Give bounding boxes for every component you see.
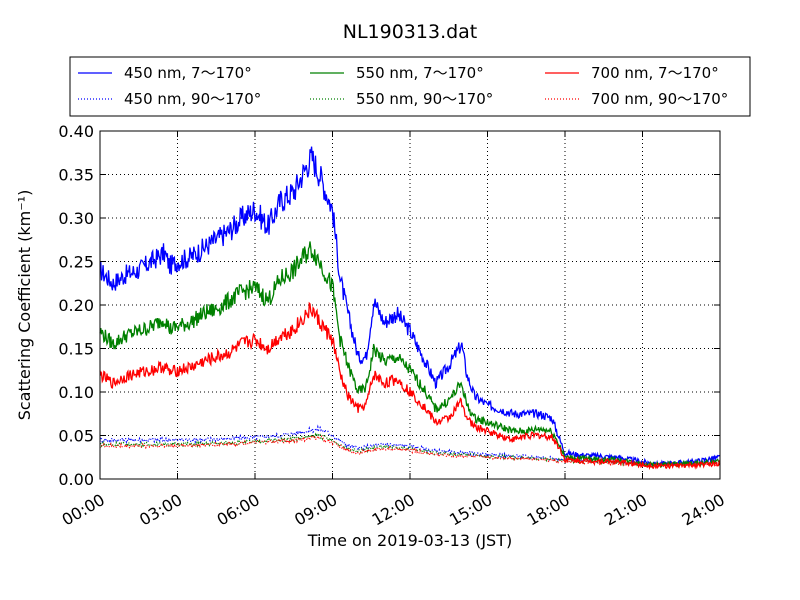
x-tick-label: 06:00 <box>214 490 263 530</box>
y-tick-label: 0.00 <box>58 470 94 489</box>
legend-label: 700 nm, 90～170° <box>591 90 728 108</box>
series-line <box>99 434 721 469</box>
x-tick-label: 09:00 <box>291 490 340 530</box>
x-tick-label: 15:00 <box>446 490 495 530</box>
x-tick-label: 12:00 <box>369 490 418 530</box>
y-tick-label: 0.05 <box>58 427 94 446</box>
y-ticks: 0.00 0.05 0.10 0.15 0.20 0.25 0.30 0.35 0.40 <box>58 122 720 489</box>
series-line <box>99 301 721 471</box>
legend-label: 700 nm, 7～170° <box>591 64 719 82</box>
y-tick-label: 0.30 <box>58 209 94 228</box>
legend: 450 nm, 7～170° 450 nm, 90～170° 550 nm, 7～1… <box>69 56 751 117</box>
x-axis-label: Time on 2019-03-13 (JST) <box>307 531 512 550</box>
series-layer <box>99 146 721 471</box>
x-tick-label: 21:00 <box>601 490 650 530</box>
y-tick-label: 0.10 <box>58 383 94 402</box>
x-tick-label: 00:00 <box>59 490 108 530</box>
legend-box <box>69 56 751 117</box>
x-ticks: 00:00 03:00 06:00 09:00 12:00 15:00 18:00 21:00… <box>59 131 728 530</box>
legend-label: 550 nm, 7～170° <box>356 64 484 82</box>
y-tick-label: 0.15 <box>58 340 94 359</box>
legend-label: 450 nm, 7～170° <box>124 64 252 82</box>
y-tick-label: 0.20 <box>58 296 94 315</box>
y-tick-label: 0.35 <box>58 166 94 185</box>
legend-label: 550 nm, 90～170° <box>356 90 493 108</box>
grid <box>100 131 720 479</box>
legend-label: 450 nm, 90～170° <box>124 90 261 108</box>
y-tick-label: 0.25 <box>58 253 94 272</box>
y-axis-label: Scattering Coefficient (km⁻¹) <box>15 190 34 421</box>
x-tick-label: 03:00 <box>136 490 185 530</box>
series-line <box>99 146 721 468</box>
chart-title: NL190313.dat <box>343 21 478 43</box>
y-tick-label: 0.40 <box>58 122 94 141</box>
x-tick-label: 18:00 <box>524 490 573 530</box>
x-tick-label: 24:00 <box>679 490 728 530</box>
series-line <box>99 432 721 468</box>
